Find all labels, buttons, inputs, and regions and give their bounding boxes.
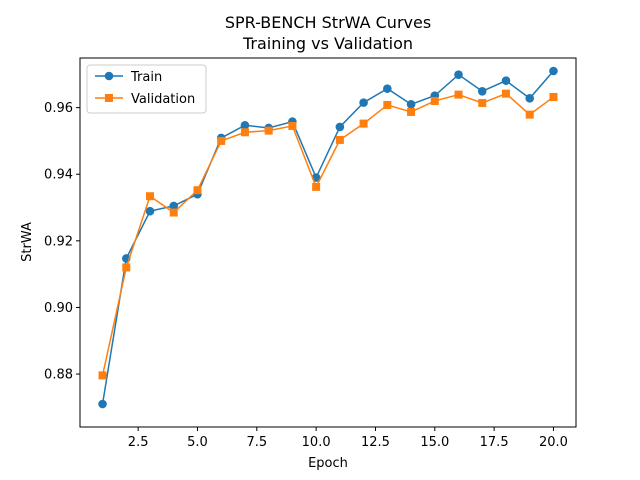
x-axis-label: Epoch: [308, 456, 348, 471]
x-tick-label: 7.5: [246, 435, 267, 450]
y-tick-label: 0.90: [44, 301, 73, 316]
legend-box: [86, 64, 207, 114]
data-point-validation: [335, 135, 344, 144]
series-line-train: [101, 70, 555, 405]
y-tick-label: 0.88: [44, 368, 73, 383]
data-point-train: [477, 87, 487, 96]
y-axis-label: StrWA: [20, 222, 35, 262]
x-tick-label: 10.0: [302, 435, 331, 450]
data-point-validation: [169, 208, 178, 217]
y-tick-label: 0.96: [44, 101, 73, 116]
x-tick-label: 12.5: [361, 435, 390, 450]
data-point-train: [454, 70, 463, 79]
legend-train-label: Train: [130, 70, 162, 85]
legend: Train Validation: [86, 64, 207, 114]
data-point-validation: [430, 96, 439, 105]
data-point-train: [501, 76, 511, 85]
legend-train-marker: [104, 71, 114, 81]
data-point-validation: [478, 98, 487, 107]
data-point-train: [240, 120, 250, 130]
data-point-validation: [98, 371, 107, 380]
x-tick-label: 17.5: [480, 435, 509, 450]
data-point-validation: [193, 186, 202, 195]
data-point-train: [169, 201, 179, 211]
legend-validation-label: Validation: [131, 92, 195, 107]
chart-subtitle: Training vs Validation: [242, 34, 413, 53]
data-point-validation: [240, 128, 249, 137]
legend-validation-marker: [105, 94, 113, 102]
data-point-validation: [122, 263, 131, 272]
data-point-validation: [525, 110, 534, 119]
chart-title: SPR-BENCH StrWA Curves: [225, 13, 431, 32]
data-point-train: [359, 98, 368, 107]
y-tick-label: 0.94: [44, 168, 73, 183]
x-tick-label: 5.0: [187, 435, 208, 450]
data-point-train: [549, 66, 558, 76]
plot-area: 2.5 5.0 7.5 10.0 12.5 15.0 17.5 20.0 0.88 0.90 0.9…: [44, 57, 577, 450]
data-point-train: [335, 122, 345, 132]
data-point-validation: [549, 92, 558, 101]
data-point-train: [145, 206, 155, 216]
x-tick-label: 15.0: [420, 435, 449, 450]
data-point-train: [383, 84, 392, 93]
data-point-train: [525, 93, 535, 103]
data-point-validation: [383, 100, 392, 109]
data-point-validation: [146, 192, 155, 201]
data-point-validation: [454, 90, 463, 99]
data-point-validation: [359, 119, 368, 128]
series-line-validation: [101, 92, 554, 376]
x-tick-label: 20.0: [539, 435, 568, 450]
data-point-validation: [501, 89, 510, 98]
data-point-train: [406, 99, 416, 109]
data-point-validation: [407, 107, 416, 116]
data-point-train: [98, 399, 107, 409]
data-point-validation: [288, 121, 297, 130]
data-point-validation: [217, 136, 226, 145]
data-point-validation: [264, 126, 273, 135]
plot-frame: [79, 57, 577, 428]
y-tick-label: 0.92: [44, 234, 73, 249]
x-tick-label: 2.5: [128, 435, 149, 450]
data-point-validation: [312, 182, 321, 191]
